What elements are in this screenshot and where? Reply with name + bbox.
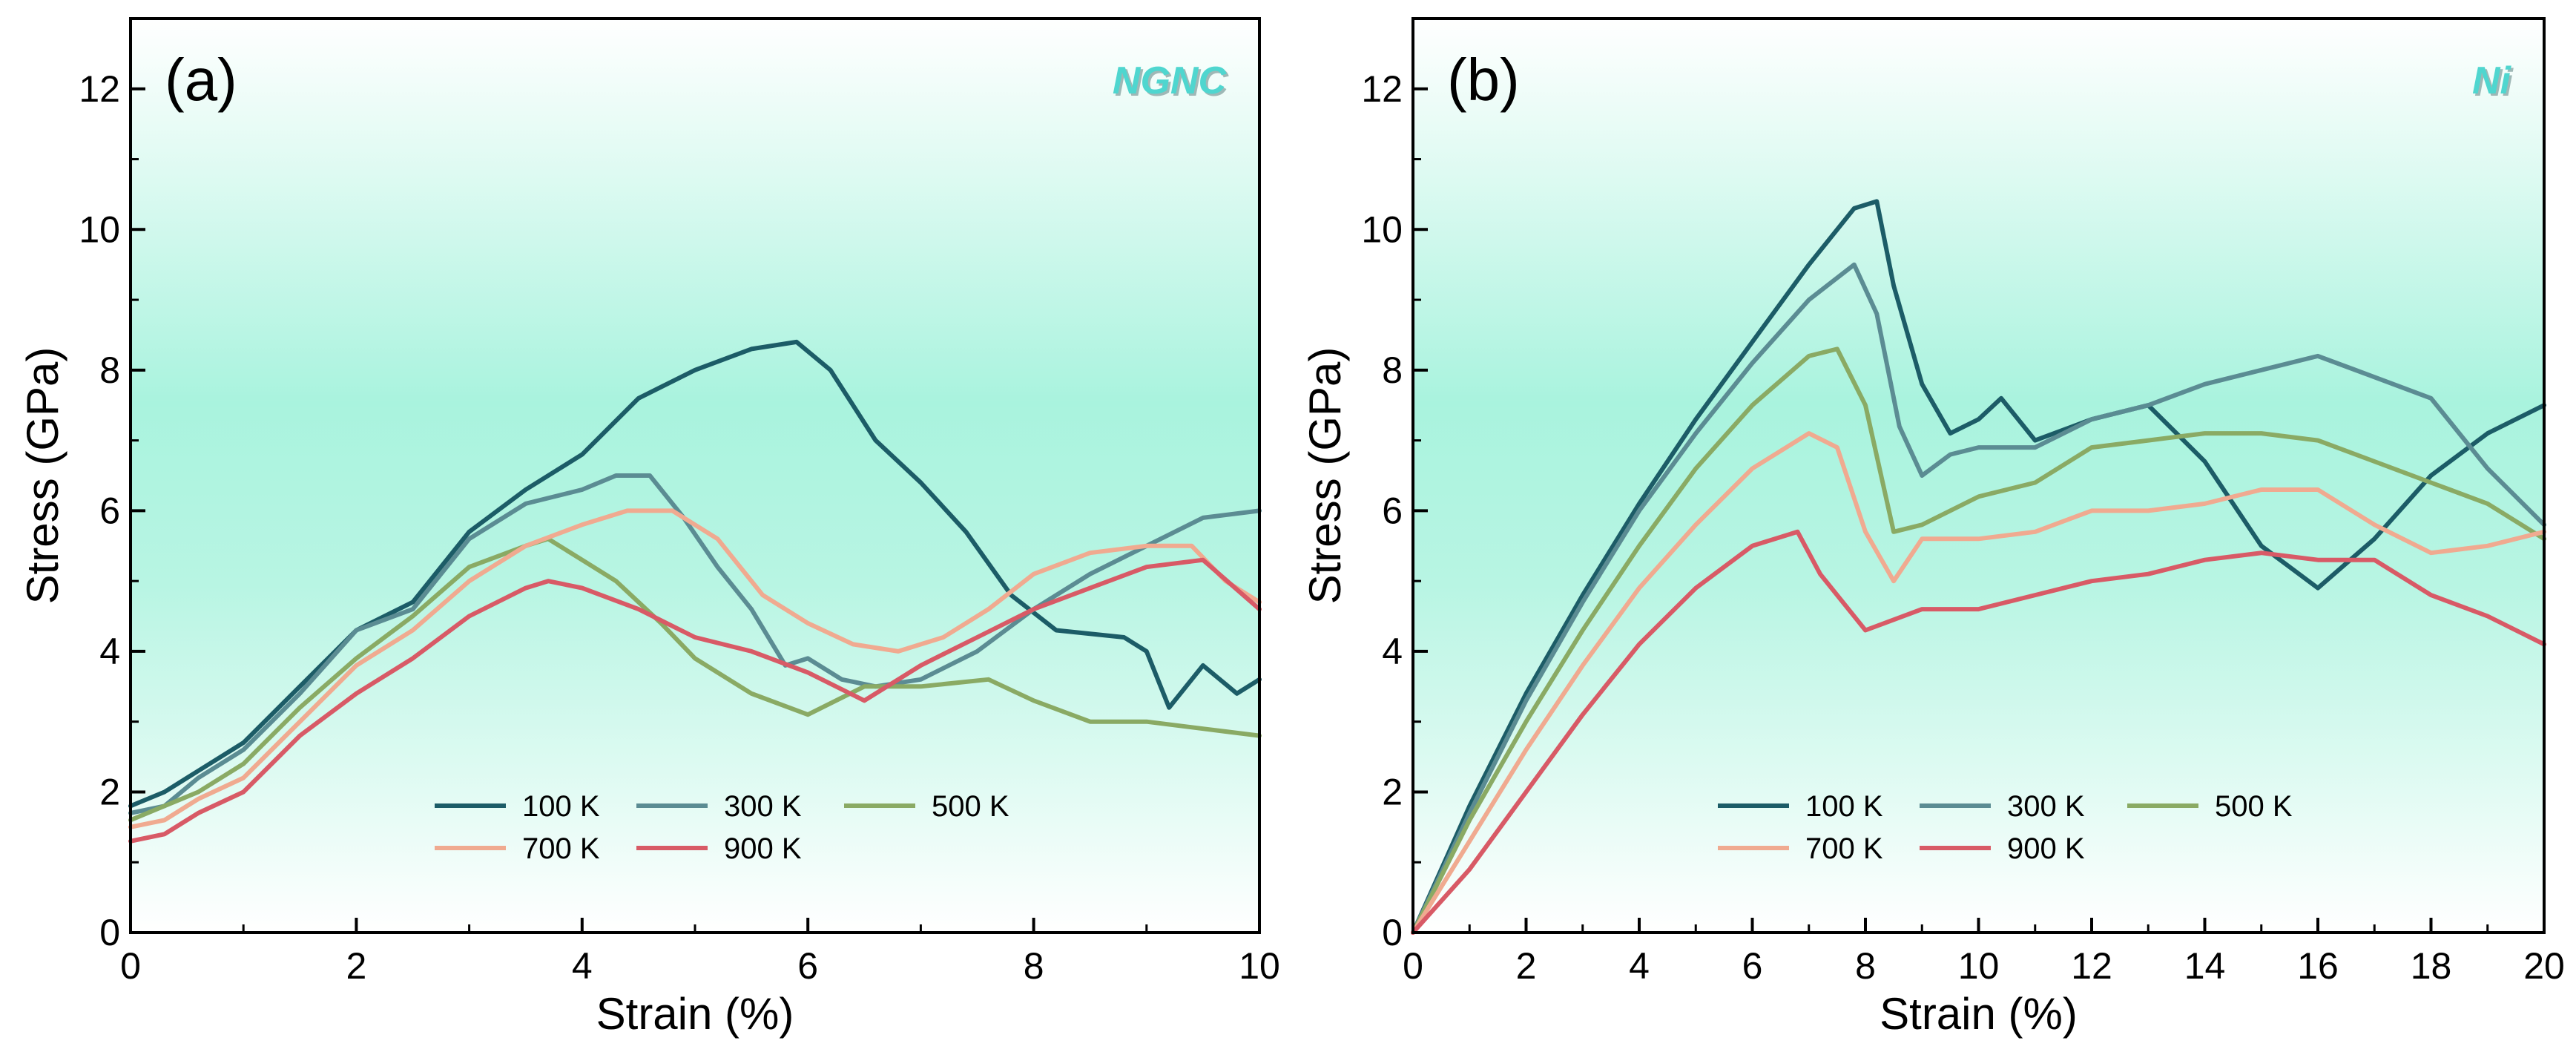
- x-tick-label: 6: [797, 945, 818, 987]
- x-tick-label: 0: [1403, 945, 1423, 987]
- x-tick-label: 16: [2297, 945, 2339, 987]
- series-line-900k: [128, 557, 1262, 844]
- y-axis-title: Stress (GPa): [1300, 347, 1350, 605]
- y-tick-label: 12: [1361, 68, 1403, 110]
- x-tick-label: 2: [346, 945, 366, 987]
- legend-label: 500 K: [932, 790, 1009, 823]
- material-tag: NGNC: [1113, 59, 1228, 102]
- series-line-700k: [1411, 431, 2546, 935]
- x-tick-label: 18: [2411, 945, 2452, 987]
- series-line-700k: [128, 508, 1262, 829]
- y-tick-label: 6: [1382, 490, 1403, 531]
- x-tick-label: 14: [2184, 945, 2226, 987]
- panel-label: (b): [1447, 47, 1520, 113]
- y-tick-label: 10: [79, 208, 120, 250]
- x-tick-label: 0: [120, 945, 141, 987]
- x-tick-label: 4: [1629, 945, 1650, 987]
- legend-label: 700 K: [522, 832, 600, 865]
- series-line-100k: [1411, 199, 2546, 935]
- legend-label: 700 K: [1805, 832, 1883, 865]
- y-tick-label: 2: [1382, 771, 1403, 812]
- material-tag-shadow: NGNC: [1115, 62, 1230, 105]
- legend-label: 500 K: [2215, 790, 2293, 823]
- y-tick-label: 8: [99, 349, 120, 391]
- x-tick-label: 8: [1855, 945, 1876, 987]
- panel-label: (a): [165, 47, 237, 113]
- y-tick-label: 0: [1382, 912, 1403, 953]
- y-axis-title: Stress (GPa): [18, 347, 67, 605]
- series-line-100k: [128, 339, 1262, 809]
- x-tick-label: 2: [1516, 945, 1537, 987]
- x-tick-label: 10: [1239, 945, 1280, 987]
- y-tick-label: 12: [79, 68, 120, 110]
- x-tick-label: 20: [2523, 945, 2565, 987]
- material-tag-shadow: Ni: [2474, 62, 2514, 105]
- x-axis-title: Strain (%): [1880, 989, 2078, 1039]
- x-axis-title: Strain (%): [596, 989, 794, 1039]
- legend-label: 300 K: [724, 790, 802, 823]
- y-tick-label: 10: [1361, 208, 1403, 250]
- series-line-900k: [1411, 529, 2546, 935]
- legend-label: 900 K: [724, 832, 802, 865]
- y-tick-label: 4: [99, 631, 120, 672]
- x-tick-label: 6: [1742, 945, 1763, 987]
- legend-label: 100 K: [522, 790, 600, 823]
- material-tag: Ni: [2472, 59, 2512, 102]
- legend-label: 100 K: [1805, 790, 1883, 823]
- series-line-500k: [128, 536, 1262, 823]
- legend-label: 300 K: [2007, 790, 2085, 823]
- legend-label: 900 K: [2007, 832, 2085, 865]
- y-tick-label: 0: [99, 912, 120, 953]
- series-line-500k: [1411, 346, 2546, 935]
- plot-background: [131, 19, 1259, 933]
- y-tick-label: 2: [99, 771, 120, 812]
- y-tick-label: 4: [1382, 631, 1403, 672]
- y-tick-label: 6: [99, 490, 120, 531]
- plot-background: [1413, 19, 2544, 933]
- series-line-300k: [1411, 262, 2546, 935]
- panel-a: 0 2 4 6 8 10 0 2 4 6 8 10 12 Strain (%) Stress (GPa) (a…: [18, 17, 1280, 1039]
- x-tick-label: 12: [2071, 945, 2112, 987]
- x-tick-label: 10: [1958, 945, 2000, 987]
- x-tick-label: 4: [572, 945, 593, 987]
- x-tick-label: 8: [1024, 945, 1044, 987]
- y-tick-label: 8: [1382, 349, 1403, 391]
